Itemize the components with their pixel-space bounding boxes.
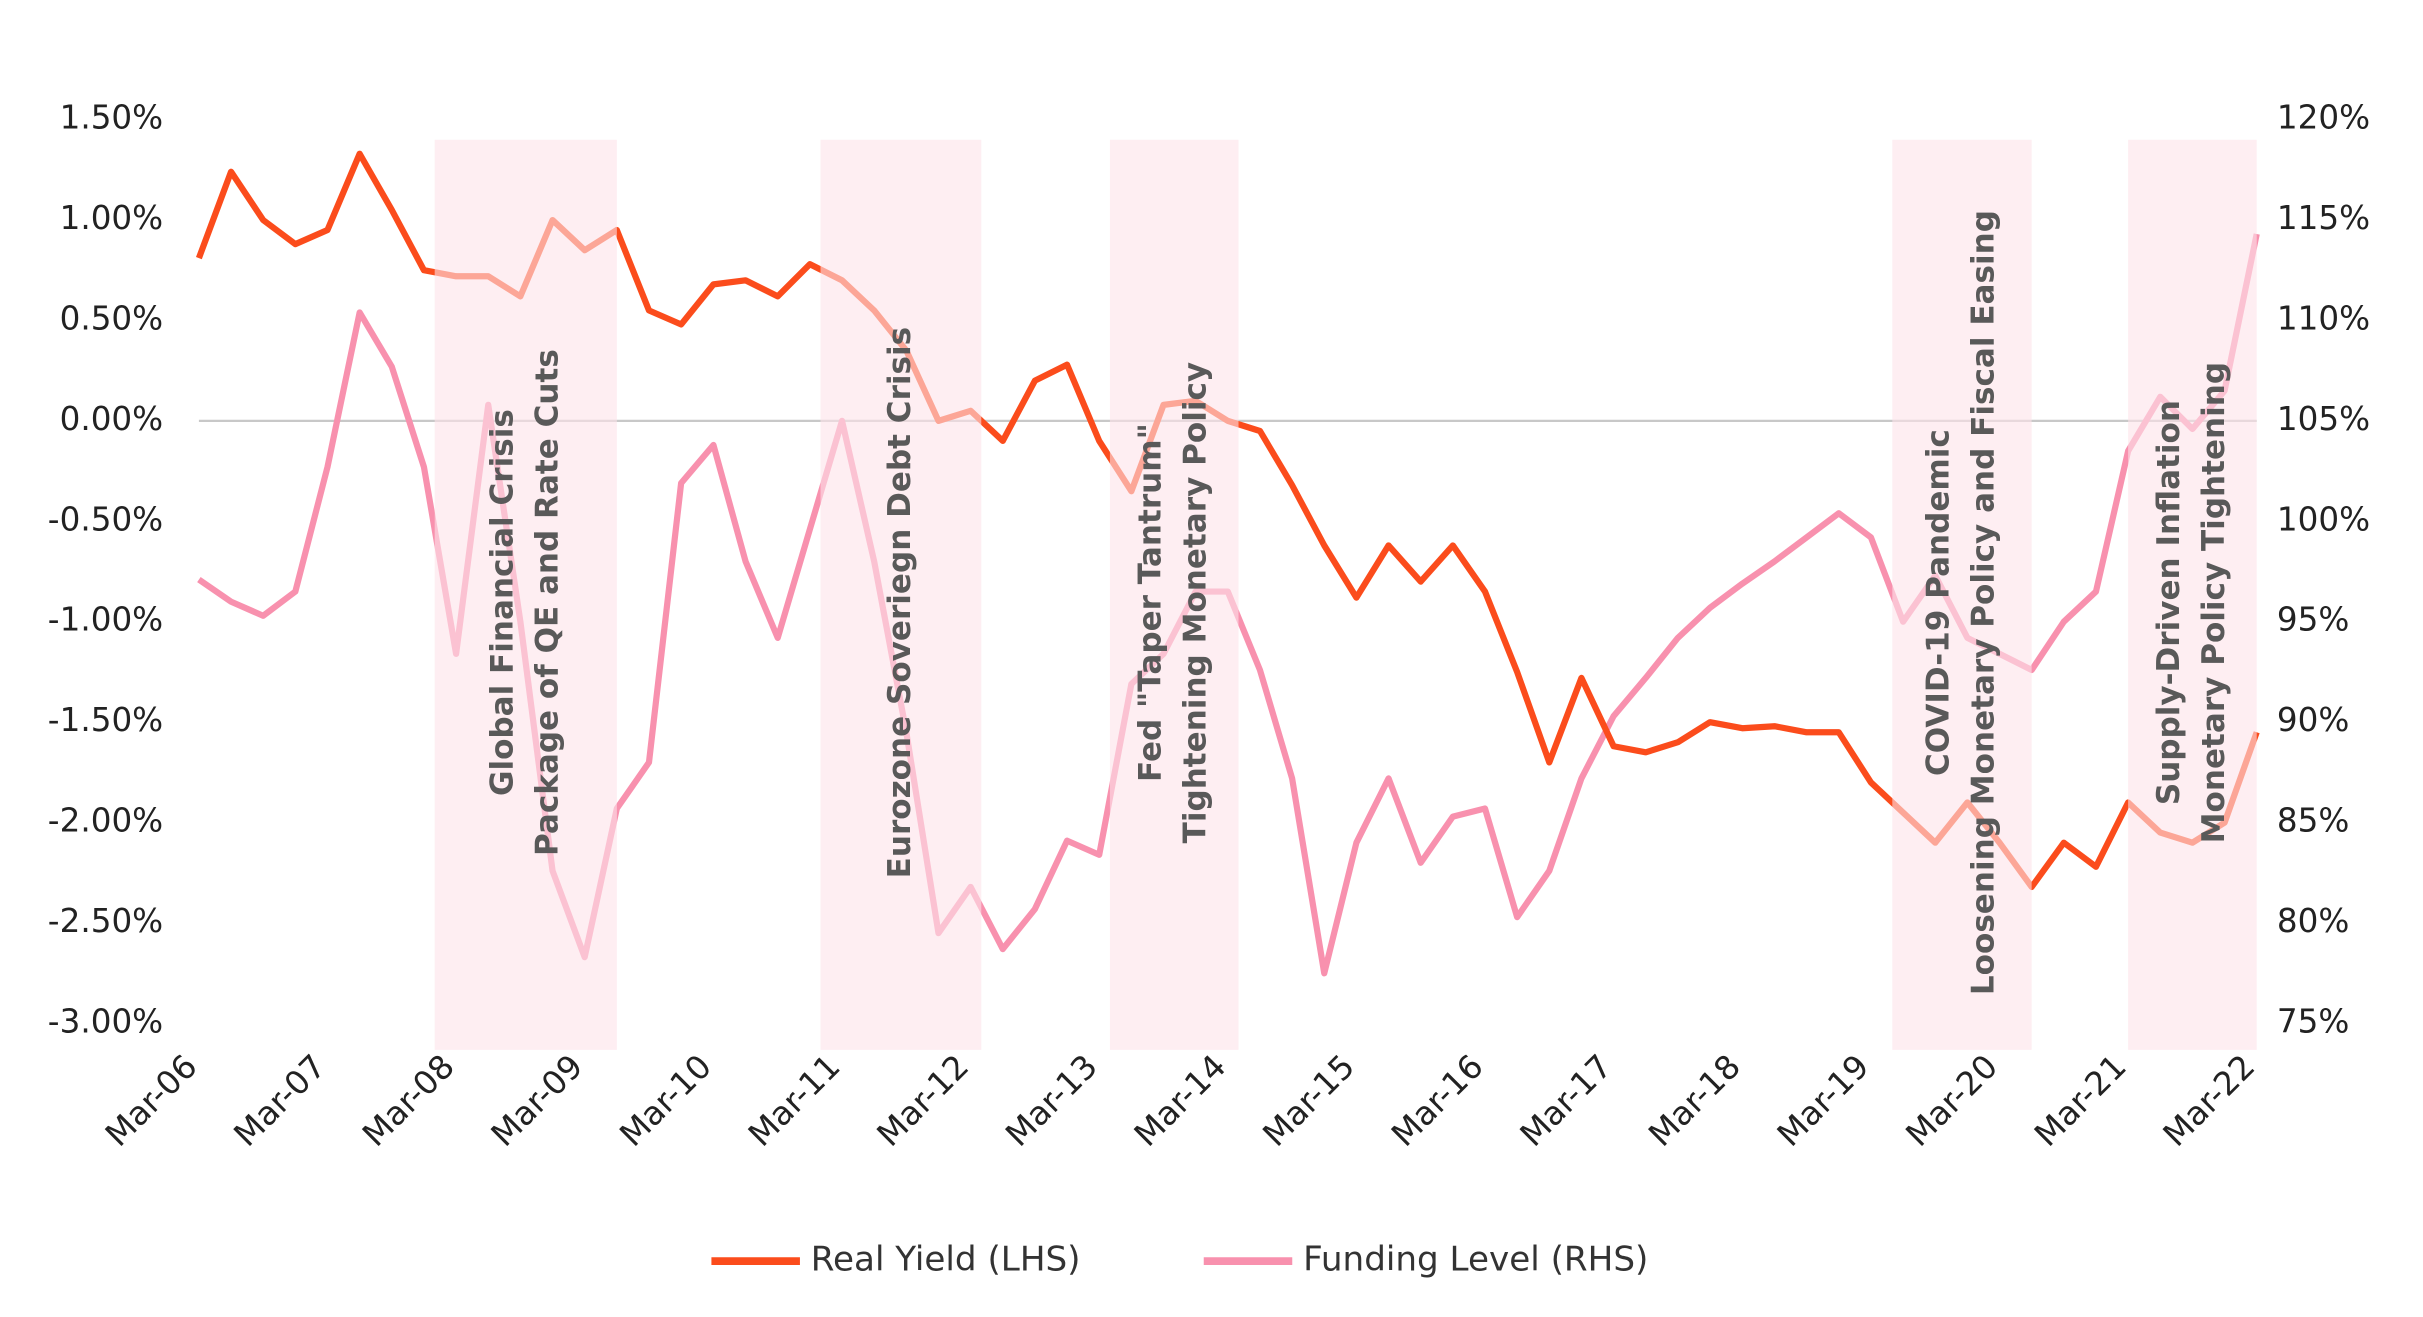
x-tick-label: Mar-17: [1513, 1047, 1620, 1154]
annotation-text: Global Financial Crisis: [484, 409, 520, 796]
x-tick-label: Mar-19: [1770, 1047, 1877, 1154]
annotation-region: [2128, 139, 2257, 1050]
y-tick-label: -1.50%: [48, 701, 163, 739]
legend-label: Real Yield (LHS): [811, 1240, 1081, 1280]
x-tick-label: Mar-07: [227, 1047, 334, 1154]
annotation-text: Fed "Taper Tantrum": [1133, 423, 1169, 782]
annotation-text: Supply-Driven Inflation: [2151, 400, 2187, 805]
y-tick-label: 1.50%: [60, 99, 164, 137]
x-tick-label: Mar-06: [98, 1047, 205, 1154]
x-tick-label: Mar-12: [870, 1047, 977, 1154]
y2-tick-label: 115%: [2277, 199, 2370, 237]
y-tick-label: 0.50%: [60, 299, 164, 337]
annotation-region: [820, 139, 982, 1050]
x-tick-label: Mar-15: [1256, 1047, 1363, 1154]
x-tick-label: Mar-14: [1127, 1047, 1234, 1154]
y-tick-label: -1.00%: [48, 601, 163, 639]
y2-tick-label: 100%: [2277, 500, 2370, 538]
x-tick-label: Mar-16: [1384, 1047, 1491, 1154]
annotation-text: Package of QE and Rate Cuts: [529, 349, 565, 856]
x-tick-label: Mar-10: [612, 1047, 719, 1154]
annotation-region: [434, 139, 617, 1050]
annotation-text: COVID-19 Pandemic: [1920, 429, 1956, 776]
y-tick-label: -0.50%: [48, 500, 163, 538]
y2-tick-label: 75%: [2277, 1002, 2349, 1040]
annotation-text: Monetary Policy Tightening: [2196, 362, 2232, 843]
x-tick-label: Mar-08: [355, 1047, 462, 1154]
x-tick-label: Mar-21: [2027, 1047, 2134, 1154]
x-tick-label: Mar-13: [998, 1047, 1105, 1154]
annotation-region: [1892, 139, 2032, 1050]
y2-tick-label: 120%: [2277, 99, 2370, 137]
annotation-text: Tightening Monetary Policy: [1178, 362, 1214, 843]
x-tick-label: Mar-09: [484, 1047, 591, 1154]
y2-tick-label: 110%: [2277, 299, 2370, 337]
y-tick-label: 1.00%: [60, 199, 164, 237]
annotation-text: Eurozone Soveriegn Debt Crisis: [882, 327, 918, 879]
y2-tick-label: 80%: [2277, 902, 2349, 940]
x-tick-label: Mar-20: [1899, 1047, 2006, 1154]
x-tick-label: Mar-22: [2156, 1047, 2263, 1154]
y2-tick-label: 90%: [2277, 701, 2349, 739]
annotation-region: [1109, 139, 1239, 1050]
y2-tick-label: 85%: [2277, 802, 2349, 840]
x-tick-label: Mar-11: [741, 1047, 848, 1154]
x-tick-label: Mar-18: [1641, 1047, 1748, 1154]
y-tick-label: -2.00%: [48, 802, 163, 840]
y-tick-label: 0.00%: [60, 400, 164, 438]
y-tick-label: -3.00%: [48, 1002, 163, 1040]
y2-tick-label: 95%: [2277, 601, 2349, 639]
y2-tick-label: 105%: [2277, 400, 2370, 438]
y-tick-label: -2.50%: [48, 902, 163, 940]
annotation-text: Loosening Monetary Policy and Fiscal Eas…: [1965, 210, 2001, 995]
legend-label: Funding Level (RHS): [1303, 1240, 1648, 1280]
